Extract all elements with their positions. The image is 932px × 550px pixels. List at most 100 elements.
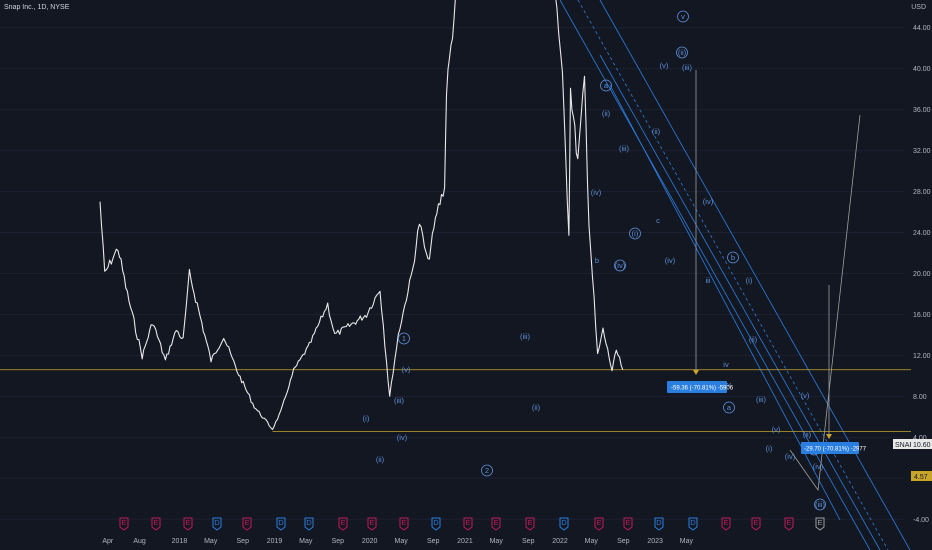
wave-label: (v) [801,391,810,400]
x-tick-label: May [204,538,218,545]
event-marker-letter: E [369,518,374,527]
wave-label: (iii) [756,395,766,404]
earnings-marker-icon[interactable] [491,517,501,531]
earnings-marker-icon[interactable] [399,517,409,531]
measure-arrow-upper [693,370,699,375]
callout-upper-box [667,381,727,393]
wave-label: a [727,403,732,412]
wave-label: (iii) [682,63,692,72]
earnings-marker-icon[interactable] [594,517,604,531]
x-tick-label: May [680,538,694,545]
wave-label: (iv) [615,261,626,270]
wave-label: c [656,216,660,225]
last-price-tag [911,439,932,449]
channel-line[interactable] [577,0,889,550]
elliott-wave-labels: 1 v (v) (iii) (iv) (i) (ii) 2 (iii) (ii) a (ii) (iv)… [363,10,826,511]
symbol-tag-text: SNAP [895,442,914,449]
price-tags: SNAP 10.60 4.57 [893,439,932,481]
channel-line[interactable] [559,0,871,550]
earnings-marker-icon[interactable] [242,517,252,531]
wave-label: (ii) [803,430,812,439]
wave-label: (iii) [619,144,629,153]
earnings-marker-icon[interactable] [815,517,825,531]
event-marker-letter: E [527,518,532,527]
x-tick-label: Sep [522,538,535,545]
price-line [99,0,624,431]
channel-line[interactable] [599,0,911,550]
callout-upper-text: -59.36 (-70.81%) -5906 [671,386,734,392]
x-tick-label: Aug [133,538,146,545]
wave-circle [723,401,735,414]
event-marker-letter: E [121,518,126,527]
wave-circle [629,227,641,240]
wave-label: (iv) [397,433,408,442]
dividend-marker-icon[interactable] [276,517,286,531]
wave-label: iv [723,360,729,369]
wave-label: iii [706,276,711,285]
y-tick-label: 32.00 [913,148,931,155]
wave-label: (iv) [813,462,824,471]
wave-circle [614,259,626,272]
earnings-marker-icon[interactable] [338,517,348,531]
x-tick-label: 2023 [647,538,663,545]
earnings-marker-icon[interactable] [367,517,377,531]
earnings-marker-icon[interactable] [151,517,161,531]
earnings-marker-icon[interactable] [119,517,129,531]
wave-label: (i) [363,414,370,423]
grid [0,27,905,520]
wave-label: (v) [402,365,411,374]
event-marker-letter: D [433,518,439,527]
wave-label: 2 [485,466,489,475]
event-marker-letter: E [244,518,249,527]
event-marker-letter: E [153,518,158,527]
y-tick-label: 24.00 [913,230,931,237]
wave-circle [727,251,739,264]
x-tick-label: Sep [427,538,440,545]
chart-title: Snap Inc., 1D, NYSE [4,4,70,11]
last-price-text: 10.60 [913,442,931,449]
earnings-marker-icon[interactable] [721,517,731,531]
wave-label: (i) [632,229,639,238]
earnings-marker-icon[interactable] [751,517,761,531]
event-marker-letter: D [561,518,567,527]
wave-label: (ii) [602,109,611,118]
wave-circle [677,10,689,23]
event-marker-letter: D [306,518,312,527]
earnings-marker-icon[interactable] [623,517,633,531]
dividend-marker-icon[interactable] [304,517,314,531]
wave-circle [600,79,612,92]
event-marker-letter: D [690,518,696,527]
trend-channel[interactable] [559,0,911,550]
event-marker-letter: E [817,518,822,527]
wave-label: (iii) [815,500,825,509]
time-axis[interactable]: Apr Aug 2018 May Sep 2019 May Sep 2020 May Sep 2021… [102,538,693,545]
event-marker-letter: E [340,518,345,527]
y-tick-label: 36.00 [913,107,931,114]
wave-label: (v) [660,61,669,70]
dividend-marker-icon[interactable] [559,517,569,531]
projection-path[interactable] [789,114,861,492]
callout-lower-box [801,442,859,454]
y-tick-label: 8.00 [913,394,927,401]
channel-line[interactable] [599,54,881,550]
x-tick-label: 2021 [457,538,473,545]
dividend-marker-icon[interactable] [654,517,664,531]
wave-label: (ii) [678,48,687,57]
horizontal-lines[interactable] [0,369,911,432]
y-tick-label: 20.00 [913,271,931,278]
dividend-marker-icon[interactable] [212,517,222,531]
dividend-marker-icon[interactable] [688,517,698,531]
projection-lines[interactable] [693,70,861,492]
wave-label: (ii) [376,455,385,464]
event-marker-letter: E [786,518,791,527]
wave-label: (i) [746,276,753,285]
earnings-marker-icon[interactable] [183,517,193,531]
earnings-marker-icon[interactable] [525,517,535,531]
earnings-marker-icon[interactable] [463,517,473,531]
earnings-marker-icon[interactable] [784,517,794,531]
dividend-marker-icon[interactable] [431,517,441,531]
x-tick-label: May [299,538,313,545]
